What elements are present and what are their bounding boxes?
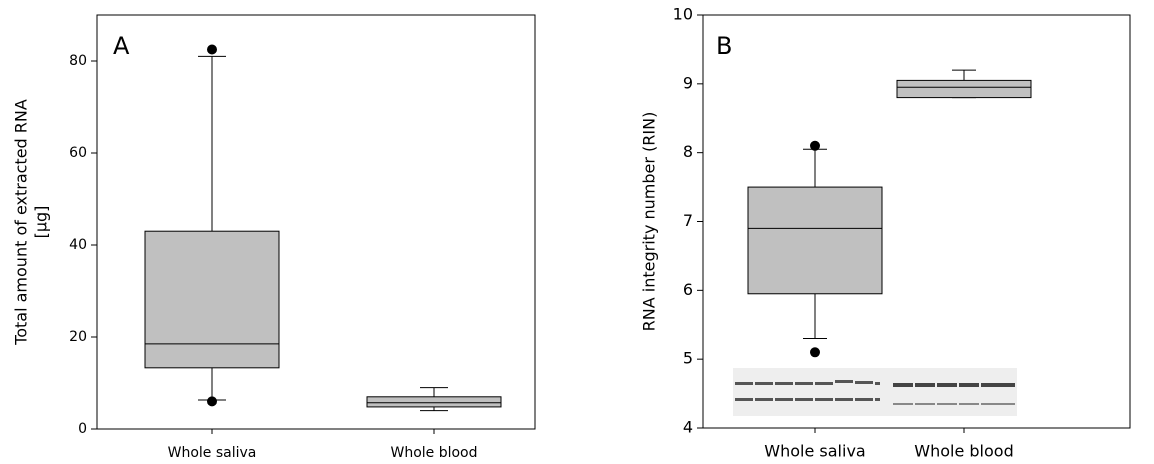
outlier: [207, 396, 217, 406]
y-tick-label: 40: [69, 237, 87, 253]
y-tick-label: 5: [683, 349, 693, 368]
y-axis-label: [µg]: [32, 206, 51, 239]
y-tick-label: 7: [683, 211, 693, 230]
x-tick-label: Whole blood: [914, 442, 1013, 461]
outlier: [207, 45, 217, 55]
chart-panel: 0 20 40 60 80 Whole saliva Whole blood Total am…: [12, 15, 536, 461]
box: [748, 187, 882, 294]
y-tick-label: 10: [673, 5, 693, 24]
y-tick-label: 80: [69, 53, 87, 69]
figure: 4 5 6 7 8 9 10 Whole saliva Whole blood RNA integ…: [0, 0, 1154, 464]
outlier: [810, 347, 820, 357]
panel-label: B: [716, 32, 732, 60]
y-tick-label: 20: [69, 329, 87, 345]
y-tick-label: 60: [69, 145, 87, 161]
box: [367, 397, 501, 407]
y-axis-label: Total amount of extracted RNA: [12, 99, 31, 346]
panel-label: A: [113, 32, 130, 60]
x-tick-label: Whole blood: [390, 445, 477, 461]
box: [897, 80, 1031, 97]
y-tick-label: 6: [683, 280, 693, 299]
outlier: [810, 141, 820, 151]
y-tick-label: 0: [78, 421, 87, 437]
y-tick-label: 9: [683, 73, 693, 92]
x-tick-label: Whole saliva: [764, 442, 865, 461]
y-axis-label: RNA integrity number (RIN): [640, 112, 659, 332]
y-tick-label: 4: [683, 418, 693, 437]
gel-saliva: [733, 368, 897, 416]
x-tick-label: Whole saliva: [168, 445, 257, 461]
y-tick-label: 8: [683, 142, 693, 161]
gel-blood: [880, 368, 1017, 416]
box: [145, 231, 279, 368]
